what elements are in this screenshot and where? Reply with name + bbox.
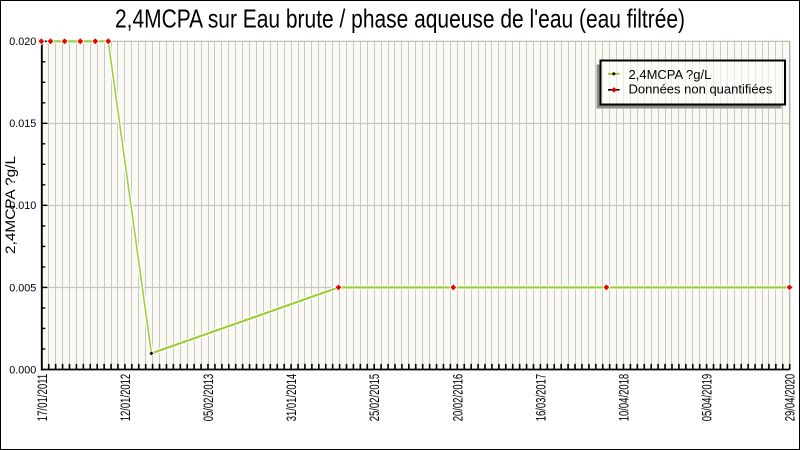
svg-text:0.010: 0.010: [9, 200, 36, 212]
svg-text:0.005: 0.005: [9, 282, 36, 294]
svg-text:17/01/2011: 17/01/2011: [34, 374, 50, 422]
svg-text:05/04/2019: 05/04/2019: [699, 374, 715, 422]
svg-text:2,4MCPA sur Eau brute / phase: 2,4MCPA sur Eau brute / phase aqueuse de…: [115, 4, 685, 34]
svg-text:31/01/2014: 31/01/2014: [283, 374, 299, 422]
svg-text:0.000: 0.000: [9, 364, 36, 376]
svg-text:2,4MCPA ?g/L: 2,4MCPA ?g/L: [629, 67, 712, 82]
svg-text:05/02/2013: 05/02/2013: [200, 374, 216, 422]
svg-text:16/03/2017: 16/03/2017: [532, 374, 548, 422]
svg-text:Données non quantifiées: Données non quantifiées: [629, 82, 773, 97]
svg-text:29/04/2020: 29/04/2020: [782, 374, 798, 422]
svg-text:10/04/2018: 10/04/2018: [616, 374, 632, 422]
svg-text:12/01/2012: 12/01/2012: [117, 374, 133, 422]
svg-text:0.015: 0.015: [9, 118, 36, 130]
svg-text:0.020: 0.020: [9, 36, 36, 48]
svg-text:25/02/2015: 25/02/2015: [366, 374, 382, 422]
svg-text:2,4MCPA ?g/L: 2,4MCPA ?g/L: [3, 155, 18, 254]
svg-text:20/02/2016: 20/02/2016: [449, 374, 465, 422]
